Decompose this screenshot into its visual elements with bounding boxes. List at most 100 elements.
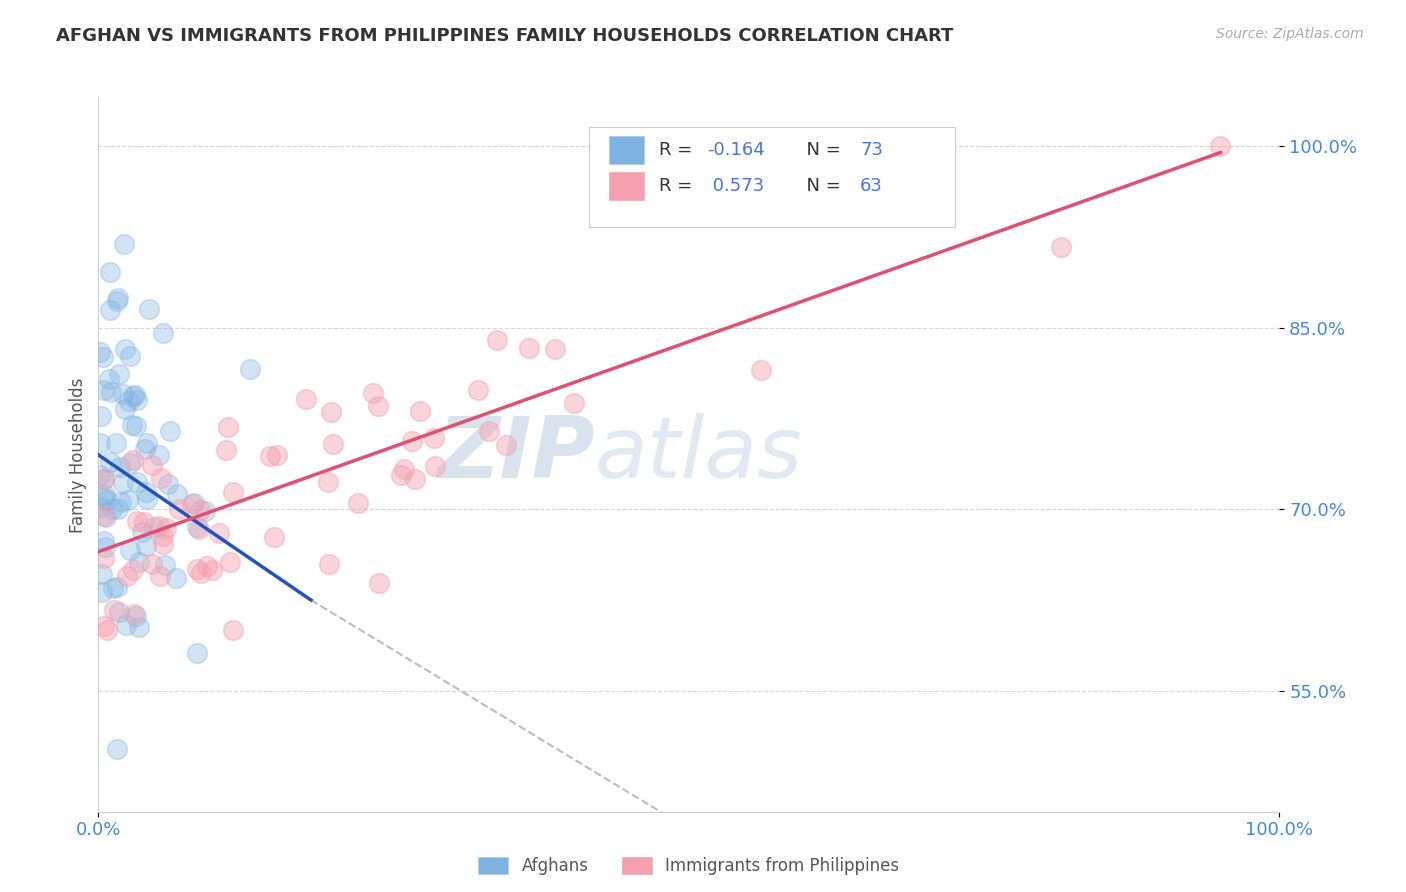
Point xyxy=(89,500,111,514)
Point xyxy=(152,529,174,543)
Text: R =: R = xyxy=(659,177,699,194)
Point xyxy=(125,418,148,433)
Point xyxy=(186,562,208,576)
Point xyxy=(467,383,489,397)
Point xyxy=(319,405,342,419)
Point xyxy=(208,525,231,540)
Point xyxy=(121,389,143,403)
Point xyxy=(1050,239,1073,253)
Point xyxy=(159,424,181,438)
Point xyxy=(131,524,153,539)
Point xyxy=(118,394,141,409)
Point xyxy=(148,519,170,533)
Point xyxy=(94,540,117,554)
Point xyxy=(112,475,135,490)
Point xyxy=(195,558,218,573)
Point xyxy=(89,435,111,450)
Point xyxy=(103,603,125,617)
Point xyxy=(486,333,509,347)
Point xyxy=(89,468,111,483)
Point xyxy=(404,472,426,486)
Point xyxy=(367,399,389,413)
Point xyxy=(93,534,115,549)
Y-axis label: Family Households: Family Households xyxy=(69,377,87,533)
Point xyxy=(148,569,170,583)
Point xyxy=(114,342,136,356)
Point xyxy=(98,302,121,317)
Point xyxy=(105,293,128,308)
Point xyxy=(141,458,163,472)
Point xyxy=(152,326,174,340)
Text: Source: ZipAtlas.com: Source: ZipAtlas.com xyxy=(1216,27,1364,41)
Point xyxy=(401,434,423,448)
Point xyxy=(118,456,141,470)
Point xyxy=(117,569,139,583)
Point xyxy=(166,487,188,501)
Point xyxy=(128,555,150,569)
Point xyxy=(96,492,118,507)
Point xyxy=(118,349,141,363)
Point xyxy=(165,572,187,586)
Point xyxy=(152,537,174,551)
Point xyxy=(93,509,115,524)
Point xyxy=(112,236,135,251)
Point xyxy=(112,387,135,401)
Point xyxy=(392,462,415,476)
Text: N =: N = xyxy=(796,177,846,194)
Point xyxy=(90,409,112,423)
Point xyxy=(107,291,129,305)
Point xyxy=(93,619,115,633)
Point xyxy=(368,575,391,590)
Point xyxy=(156,477,179,491)
Point xyxy=(194,504,217,518)
Point xyxy=(316,475,339,490)
Point xyxy=(101,581,124,595)
Point xyxy=(128,619,150,633)
Point xyxy=(347,496,370,510)
Point xyxy=(215,443,238,458)
Point xyxy=(121,563,143,577)
Point xyxy=(93,384,115,398)
Text: 63: 63 xyxy=(860,177,883,194)
Text: 73: 73 xyxy=(860,141,883,159)
FancyBboxPatch shape xyxy=(609,136,644,164)
Point xyxy=(188,503,211,517)
Point xyxy=(134,442,156,457)
Point xyxy=(97,372,120,386)
Point xyxy=(107,605,129,619)
Point xyxy=(361,386,384,401)
Point xyxy=(409,403,432,417)
Point xyxy=(1209,139,1232,153)
Point xyxy=(259,449,281,463)
Point xyxy=(295,392,318,406)
Point xyxy=(188,522,211,536)
Point xyxy=(143,520,166,534)
Point xyxy=(153,558,176,572)
FancyBboxPatch shape xyxy=(589,127,955,227)
Point xyxy=(222,624,245,638)
Point xyxy=(101,502,124,516)
Point xyxy=(544,342,567,356)
Point xyxy=(93,488,115,502)
Point xyxy=(136,492,159,507)
Point xyxy=(180,497,202,511)
Text: ZIP: ZIP xyxy=(437,413,595,497)
Point xyxy=(135,539,157,553)
Point xyxy=(117,493,139,508)
FancyBboxPatch shape xyxy=(609,171,644,200)
Point xyxy=(105,580,128,594)
Point xyxy=(98,455,121,469)
Point xyxy=(148,449,170,463)
Point xyxy=(155,520,177,534)
Point xyxy=(222,484,245,499)
Point xyxy=(125,392,148,407)
Point xyxy=(138,301,160,316)
Point xyxy=(217,420,239,434)
Point xyxy=(90,584,112,599)
Point xyxy=(93,491,115,506)
Point xyxy=(135,484,157,499)
Point xyxy=(125,609,148,624)
Point xyxy=(121,453,143,467)
Point xyxy=(110,495,132,509)
Point xyxy=(190,566,212,580)
